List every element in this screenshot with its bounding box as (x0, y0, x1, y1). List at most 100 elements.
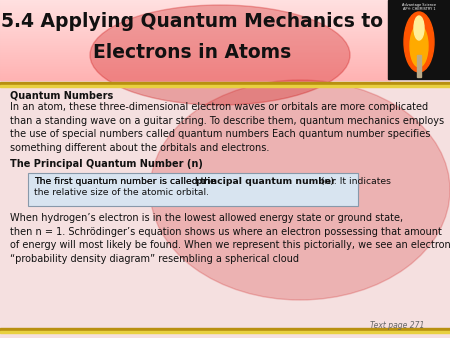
Bar (0, 27, 390, 28)
Bar (0, 33, 390, 34)
Ellipse shape (150, 80, 450, 300)
Bar (0, 12, 390, 13)
Bar (0, 74, 390, 75)
Text: When hydrogen’s electron is in the lowest allowed energy state or ground state,
: When hydrogen’s electron is in the lowes… (10, 213, 450, 264)
Bar (0, 38, 390, 39)
Bar (0, 54, 390, 55)
Bar (0, 46, 390, 47)
Bar (0, 41, 390, 42)
Text: The Principal Quantum Number (n): The Principal Quantum Number (n) (10, 159, 203, 169)
Bar (388, 0, 450, 79)
Bar (0, 39, 390, 40)
Ellipse shape (410, 25, 428, 67)
Bar (0, 22, 390, 23)
Text: (n). It indicates: (n). It indicates (318, 177, 391, 186)
Bar (0, 13, 390, 14)
Bar (0, 11, 390, 12)
Bar (0, 43, 390, 44)
Bar (0, 18, 390, 19)
Bar (0, 9, 390, 10)
Bar (0, 80, 450, 338)
Bar (0, 72, 390, 73)
Bar (0, 58, 390, 59)
Bar (0, 52, 390, 53)
Bar (0, 5, 390, 6)
Bar (0, 34, 390, 35)
Bar (0, 23, 390, 24)
Bar (0, 37, 390, 38)
Bar (0, 7, 390, 8)
Bar (0, 21, 390, 22)
Bar (0, 78, 390, 79)
Ellipse shape (90, 5, 350, 105)
Bar (0, 29, 390, 30)
Bar (0, 70, 390, 71)
Text: The first quantum number is called the: The first quantum number is called the (34, 177, 219, 186)
Bar (0, 8, 390, 9)
Bar (0, 15, 390, 16)
Bar (0, 17, 390, 18)
Bar (0, 65, 390, 66)
Bar (0, 49, 390, 50)
Bar (0, 25, 390, 26)
Bar (0, 42, 390, 43)
Bar (0, 56, 390, 57)
Bar (0, 51, 390, 52)
Bar (0, 26, 390, 27)
Bar (0, 35, 390, 36)
Bar (0, 19, 390, 20)
Bar (0, 84, 450, 87)
Bar (0, 20, 390, 21)
Bar (0, 60, 390, 61)
Bar (0, 10, 390, 11)
Bar (0, 59, 390, 60)
Text: AP® CHEMISTRY 1: AP® CHEMISTRY 1 (403, 7, 435, 11)
Bar (0, 28, 390, 29)
Text: the relative size of the atomic orbital.: the relative size of the atomic orbital. (34, 188, 209, 197)
Bar (0, 55, 390, 56)
Text: Advantage Science: Advantage Science (402, 3, 436, 7)
Bar (0, 47, 390, 48)
FancyBboxPatch shape (28, 173, 358, 206)
Bar (0, 36, 390, 37)
Bar (0, 45, 390, 46)
Bar (0, 69, 390, 70)
Bar (0, 76, 390, 77)
Bar (0, 32, 390, 33)
Text: The first quantum number is called the: The first quantum number is called the (34, 177, 219, 186)
Bar (0, 3, 390, 4)
Bar (0, 57, 390, 58)
Bar (0, 30, 390, 31)
Bar (0, 1, 390, 2)
Bar (0, 16, 390, 17)
Bar (0, 31, 390, 32)
Bar (0, 331, 450, 333)
Text: The first quantum number is called the principal quantum number: The first quantum number is called the p… (34, 177, 382, 186)
Bar (0, 77, 390, 78)
Bar (0, 6, 390, 7)
Bar (0, 61, 390, 62)
Bar (417, 55, 421, 77)
Text: Quantum Numbers: Quantum Numbers (10, 91, 113, 101)
Bar (0, 71, 390, 72)
Bar (0, 73, 390, 74)
Bar (0, 328, 450, 331)
Text: 5.4 Applying Quantum Mechanics to: 5.4 Applying Quantum Mechanics to (1, 12, 383, 31)
Bar (0, 48, 390, 49)
Bar (0, 68, 390, 69)
Bar (0, 67, 390, 68)
Text: Text page 271: Text page 271 (370, 321, 424, 330)
Bar (0, 2, 390, 3)
Bar (0, 66, 390, 67)
Text: Electrons in Atoms: Electrons in Atoms (93, 43, 291, 62)
Bar (0, 79, 390, 80)
Bar (0, 75, 390, 76)
Ellipse shape (404, 12, 434, 72)
Bar (0, 63, 390, 64)
Text: In an atom, these three-dimensional electron waves or orbitals are more complica: In an atom, these three-dimensional elec… (10, 102, 444, 153)
Bar (0, 24, 390, 25)
Bar (0, 40, 390, 41)
Bar (0, 4, 390, 5)
Bar (0, 50, 390, 51)
Bar (0, 62, 390, 63)
